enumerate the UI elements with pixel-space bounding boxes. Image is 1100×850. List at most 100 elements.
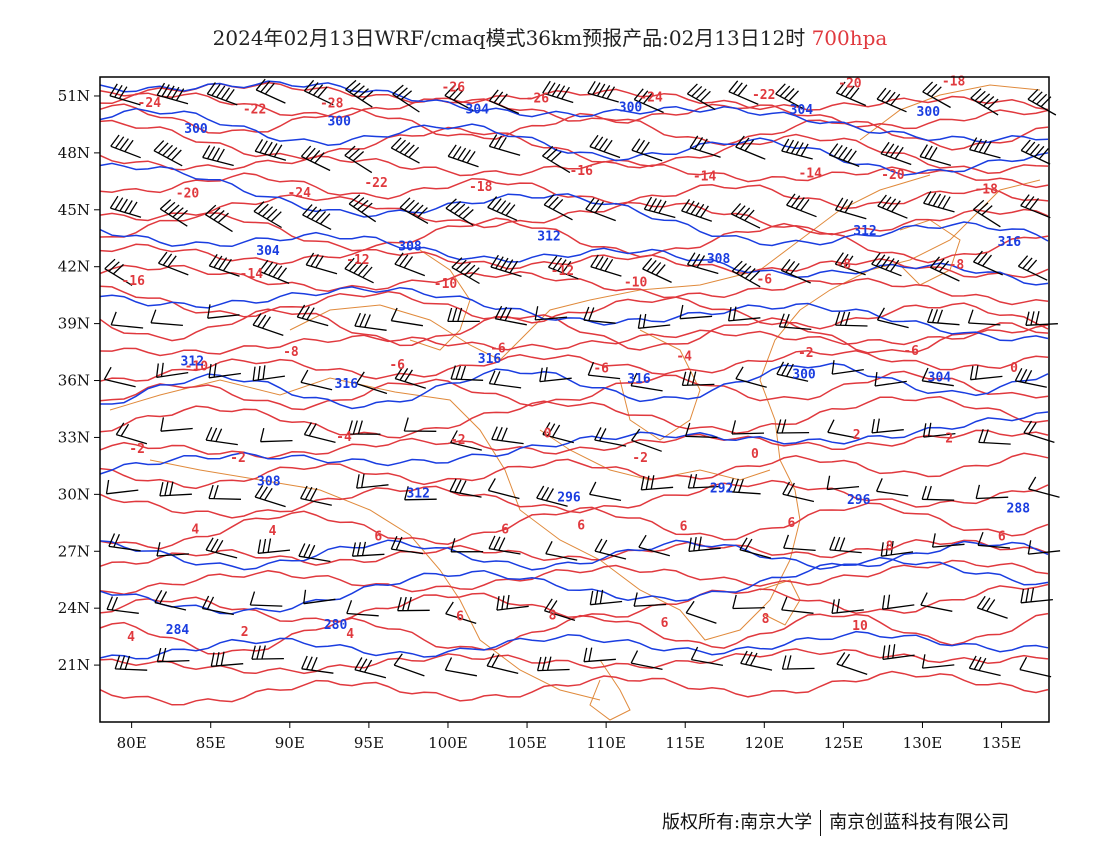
wind-barb bbox=[970, 88, 999, 116]
wind-barb bbox=[487, 478, 520, 500]
wind-barb bbox=[490, 254, 522, 278]
wind-barb bbox=[630, 650, 663, 671]
wind-barb bbox=[882, 644, 915, 661]
wind-barbs bbox=[103, 78, 1061, 679]
lon-tick-label: 80E bbox=[117, 734, 147, 752]
temperature-label: -28 bbox=[320, 96, 344, 111]
wind-barb bbox=[686, 83, 716, 111]
temperature-label: -14 bbox=[798, 167, 822, 182]
temperature-label: 4 bbox=[346, 627, 354, 642]
wind-barb bbox=[728, 478, 761, 495]
temperature-isoline bbox=[99, 92, 1049, 130]
geopotential-label: 304 bbox=[928, 371, 952, 386]
wind-barb bbox=[1020, 587, 1053, 604]
temperature-label: -8 bbox=[949, 258, 965, 273]
geopotential-label: 284 bbox=[166, 623, 190, 638]
temperature-label: 6 bbox=[577, 519, 585, 534]
wind-barb bbox=[447, 307, 480, 323]
wind-barb bbox=[686, 252, 719, 275]
temperature-label: -6 bbox=[490, 341, 506, 356]
wind-barb bbox=[1014, 368, 1047, 388]
wind-barb bbox=[1025, 311, 1058, 326]
temperature-isoline bbox=[99, 452, 1049, 490]
wind-barb bbox=[159, 481, 192, 497]
title-main: 2024年02月13日WRF/cmaq模式36km预报产品:02月13日12时 bbox=[212, 26, 806, 50]
geopotential-label: 304 bbox=[256, 244, 280, 259]
lat-tick-label: 45N bbox=[58, 201, 90, 219]
wind-barb bbox=[783, 534, 816, 552]
wind-barb bbox=[583, 306, 616, 324]
wind-barb bbox=[536, 485, 568, 507]
wind-barb bbox=[781, 655, 815, 670]
wind-barb bbox=[880, 141, 912, 166]
temperature-label: -26 bbox=[442, 81, 466, 96]
wind-barb bbox=[445, 601, 477, 625]
wind-barb bbox=[740, 650, 773, 671]
geopotential-label: 308 bbox=[398, 240, 422, 255]
wind-barb bbox=[345, 79, 374, 108]
wind-barb bbox=[589, 481, 622, 502]
temperature-isoline bbox=[99, 243, 1049, 279]
wind-barb bbox=[590, 254, 622, 277]
wind-barb bbox=[969, 365, 1003, 381]
temperature-isoline bbox=[99, 396, 1049, 439]
temperature-isoline bbox=[99, 308, 1049, 354]
wind-barb bbox=[926, 308, 960, 326]
wind-barb bbox=[786, 193, 817, 218]
wind-barb bbox=[876, 87, 907, 113]
footer-divider bbox=[820, 810, 822, 836]
wind-barb bbox=[776, 361, 809, 382]
temperature-label: -18 bbox=[942, 74, 966, 89]
wind-barb bbox=[351, 541, 385, 557]
wind-barb bbox=[202, 145, 234, 167]
geopotential-label: 292 bbox=[710, 481, 733, 496]
wind-barb bbox=[257, 538, 291, 554]
wind-barb bbox=[114, 655, 148, 671]
temperature-label: -10 bbox=[434, 277, 458, 292]
temperature-isoline bbox=[99, 370, 1049, 411]
wind-barb bbox=[534, 306, 568, 321]
wind-barb bbox=[630, 372, 663, 392]
temperature-label: 0 bbox=[1010, 361, 1018, 376]
wind-barb bbox=[486, 653, 519, 675]
temperature-isoline bbox=[99, 648, 1049, 675]
wind-barb bbox=[877, 194, 908, 219]
wind-barb bbox=[975, 484, 1009, 500]
wind-barb bbox=[494, 305, 527, 326]
lat-tick-label: 48N bbox=[58, 144, 90, 162]
longitude-axis: 80E 85E 90E 95E 100E 105E 110E 115E 120E 125E 130E… bbox=[117, 722, 1021, 752]
wind-barb bbox=[542, 145, 571, 174]
wind-barb bbox=[876, 478, 909, 497]
wind-barb bbox=[155, 362, 189, 379]
temperature-label: -6 bbox=[389, 358, 405, 373]
temperature-isoline bbox=[99, 264, 1049, 306]
wind-barb bbox=[631, 428, 662, 452]
province-border bbox=[859, 84, 1041, 141]
wind-barb bbox=[157, 251, 189, 276]
wind-barb bbox=[921, 485, 955, 501]
lat-tick-label: 30N bbox=[58, 485, 90, 503]
copyright-right: 南京创蓝科技有限公司 bbox=[829, 812, 1010, 833]
wind-barb bbox=[104, 258, 133, 286]
temperature-isoline bbox=[99, 502, 1049, 550]
wind-barb bbox=[545, 541, 578, 561]
temperature-label: -8 bbox=[283, 345, 299, 360]
temperature-label: -20 bbox=[176, 186, 200, 201]
wind-barb bbox=[249, 591, 283, 607]
province-border bbox=[289, 174, 931, 361]
wind-barb bbox=[587, 361, 621, 380]
wind-barb bbox=[394, 366, 426, 389]
lat-tick-label: 51N bbox=[58, 87, 90, 105]
wind-barb bbox=[969, 137, 1001, 159]
geopotential-label: 312 bbox=[181, 355, 204, 370]
wind-barb bbox=[160, 417, 193, 432]
geopotential-isoline bbox=[100, 362, 1049, 410]
temperature-label: -4 bbox=[676, 350, 692, 365]
wind-barb bbox=[633, 592, 667, 607]
geopotential-label: 300 bbox=[619, 101, 643, 116]
wind-barb bbox=[735, 366, 767, 388]
wind-barb bbox=[834, 197, 867, 220]
wind-barb bbox=[254, 484, 286, 508]
wind-barb bbox=[874, 372, 907, 387]
